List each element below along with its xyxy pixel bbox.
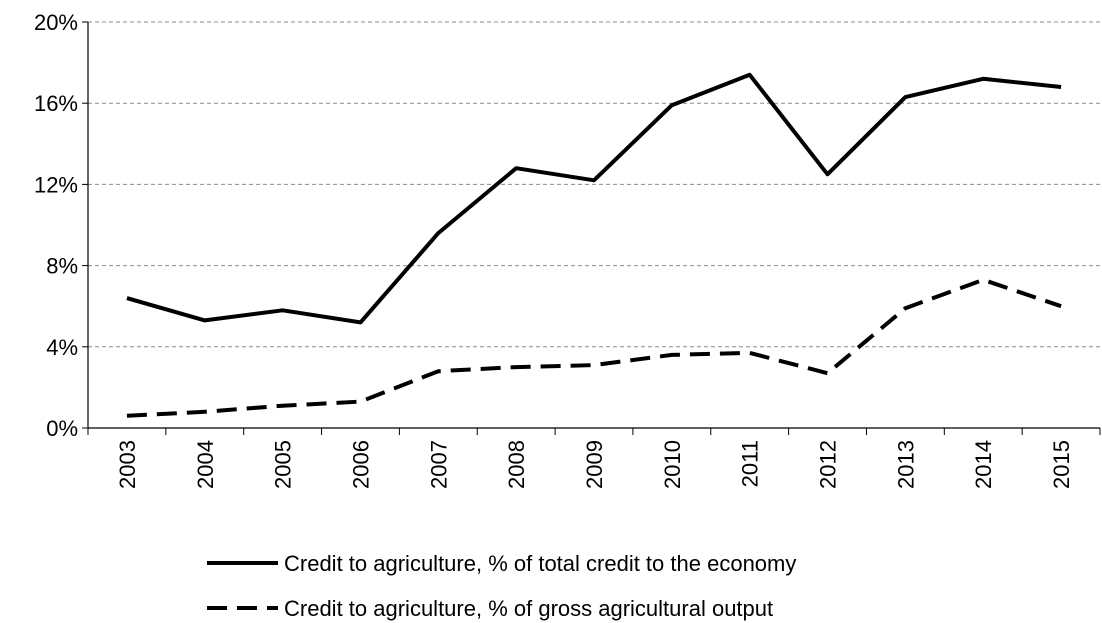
grid-lines [88,21,1100,348]
y-tick-label: 8% [46,254,78,279]
x-tick-label: 2010 [660,440,685,489]
x-tick-label: 2009 [582,440,607,489]
y-tick-label: 20% [34,10,78,35]
x-tick-label: 2011 [738,440,763,487]
x-tick-label: 2007 [426,440,451,489]
x-tick-label: 2013 [893,440,918,489]
series-line-total-credit [126,72,1062,325]
y-tick-label: 16% [34,91,78,116]
y-tick-label: 0% [46,416,78,441]
axes [82,21,1101,435]
x-tick-label: 2003 [115,440,140,489]
legend-label: Credit to agriculture, % of total credit… [284,551,796,576]
legend: Credit to agriculture, % of total credit… [207,551,796,621]
x-tick-label: 2006 [348,440,373,489]
x-tick-label: 2004 [193,440,218,489]
x-tick-label: 2015 [1049,440,1074,489]
x-tick-label: 2005 [271,440,296,489]
series-lines [126,72,1062,418]
series-line-gross-output [126,277,1062,418]
x-tick-label: 2012 [816,440,841,489]
x-tick-label: 2014 [971,440,996,489]
y-tick-label: 4% [46,335,78,360]
tick-labels: 0% 4% 8% 12% 16% 20% 2003 2004 2005 2006 2007 2008 2… [34,10,1074,489]
y-tick-label: 12% [34,172,78,197]
legend-label: Credit to agriculture, % of gross agricu… [284,596,773,621]
x-tick-label: 2008 [504,440,529,489]
